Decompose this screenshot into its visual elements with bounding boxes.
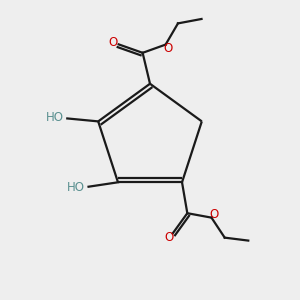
Text: HO: HO	[67, 182, 85, 194]
Text: HO: HO	[46, 111, 64, 124]
Text: O: O	[164, 231, 174, 244]
Text: O: O	[210, 208, 219, 220]
Text: O: O	[109, 36, 118, 49]
Text: O: O	[163, 42, 172, 55]
